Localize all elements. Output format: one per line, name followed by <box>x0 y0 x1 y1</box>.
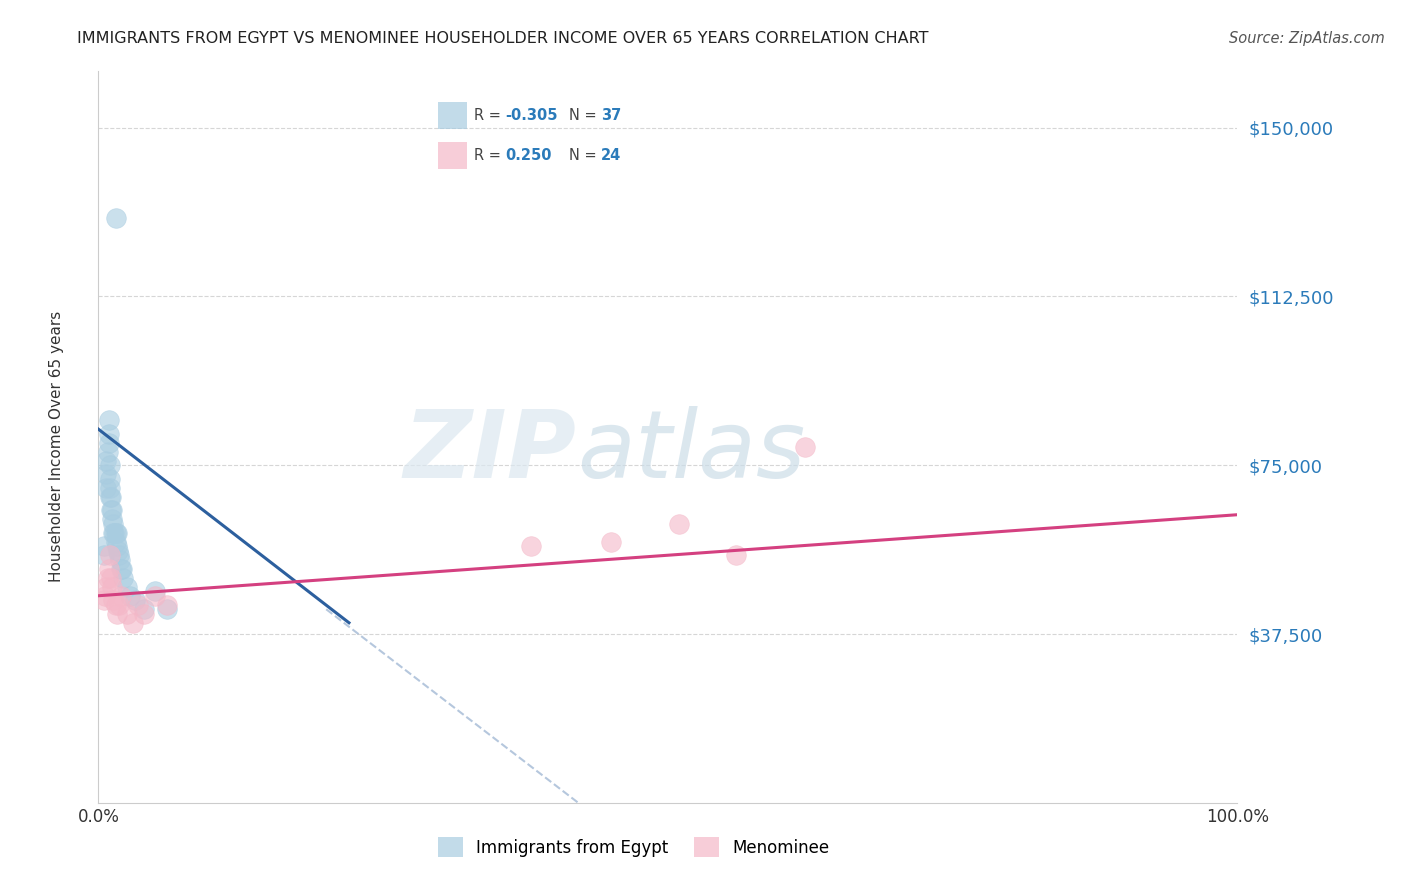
Text: atlas: atlas <box>576 406 806 497</box>
Point <box>108 548 131 562</box>
Point <box>120 589 142 603</box>
Point <box>668 516 690 531</box>
Point <box>96 444 118 458</box>
Point <box>97 426 120 441</box>
Point <box>94 589 117 603</box>
Point <box>600 534 623 549</box>
Point <box>108 598 131 612</box>
Point <box>103 525 125 540</box>
Point <box>96 467 118 482</box>
Point <box>104 534 127 549</box>
Point <box>98 548 121 562</box>
Point <box>108 553 131 567</box>
Point <box>104 525 127 540</box>
Point <box>156 602 179 616</box>
Point <box>103 516 125 531</box>
Point <box>110 589 132 603</box>
Point <box>93 593 115 607</box>
Point <box>98 490 121 504</box>
Point <box>793 440 815 454</box>
Point <box>145 584 167 599</box>
Point <box>105 539 128 553</box>
Point <box>100 503 122 517</box>
Point <box>96 453 118 467</box>
Point <box>107 543 129 558</box>
Point <box>105 607 128 621</box>
Point <box>115 607 138 621</box>
Point <box>96 481 118 495</box>
Point <box>103 593 125 607</box>
Point <box>156 598 179 612</box>
Point <box>97 413 120 427</box>
Point <box>520 539 543 553</box>
Point <box>112 571 135 585</box>
Point <box>115 580 138 594</box>
Point <box>725 548 748 562</box>
Point <box>105 525 128 540</box>
Point <box>100 571 122 585</box>
Point <box>96 571 118 585</box>
Point <box>127 598 149 612</box>
Text: Householder Income Over 65 years: Householder Income Over 65 years <box>49 310 63 582</box>
Point <box>97 562 120 576</box>
Point <box>121 615 143 630</box>
Point <box>132 607 155 621</box>
Text: Source: ZipAtlas.com: Source: ZipAtlas.com <box>1229 31 1385 46</box>
Point <box>93 539 115 553</box>
Point <box>101 503 124 517</box>
Text: ZIP: ZIP <box>404 406 576 498</box>
Point <box>101 512 124 526</box>
Point <box>110 562 132 576</box>
Point <box>96 580 118 594</box>
Point <box>98 458 121 473</box>
Point <box>104 211 127 225</box>
Point <box>98 472 121 486</box>
Text: IMMIGRANTS FROM EGYPT VS MENOMINEE HOUSEHOLDER INCOME OVER 65 YEARS CORRELATION : IMMIGRANTS FROM EGYPT VS MENOMINEE HOUSE… <box>77 31 929 46</box>
Point <box>132 602 155 616</box>
Point <box>101 580 124 594</box>
Point <box>103 525 125 540</box>
Point <box>145 589 167 603</box>
Point <box>100 490 122 504</box>
Legend: Immigrants from Egypt, Menominee: Immigrants from Egypt, Menominee <box>432 830 837 864</box>
Point <box>124 593 146 607</box>
Point <box>104 598 127 612</box>
Point <box>111 562 134 576</box>
Point <box>93 548 115 562</box>
Point <box>97 435 120 450</box>
Point <box>98 481 121 495</box>
